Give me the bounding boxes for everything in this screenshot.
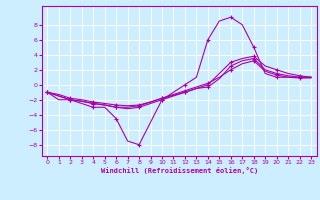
X-axis label: Windchill (Refroidissement éolien,°C): Windchill (Refroidissement éolien,°C): [100, 167, 258, 174]
